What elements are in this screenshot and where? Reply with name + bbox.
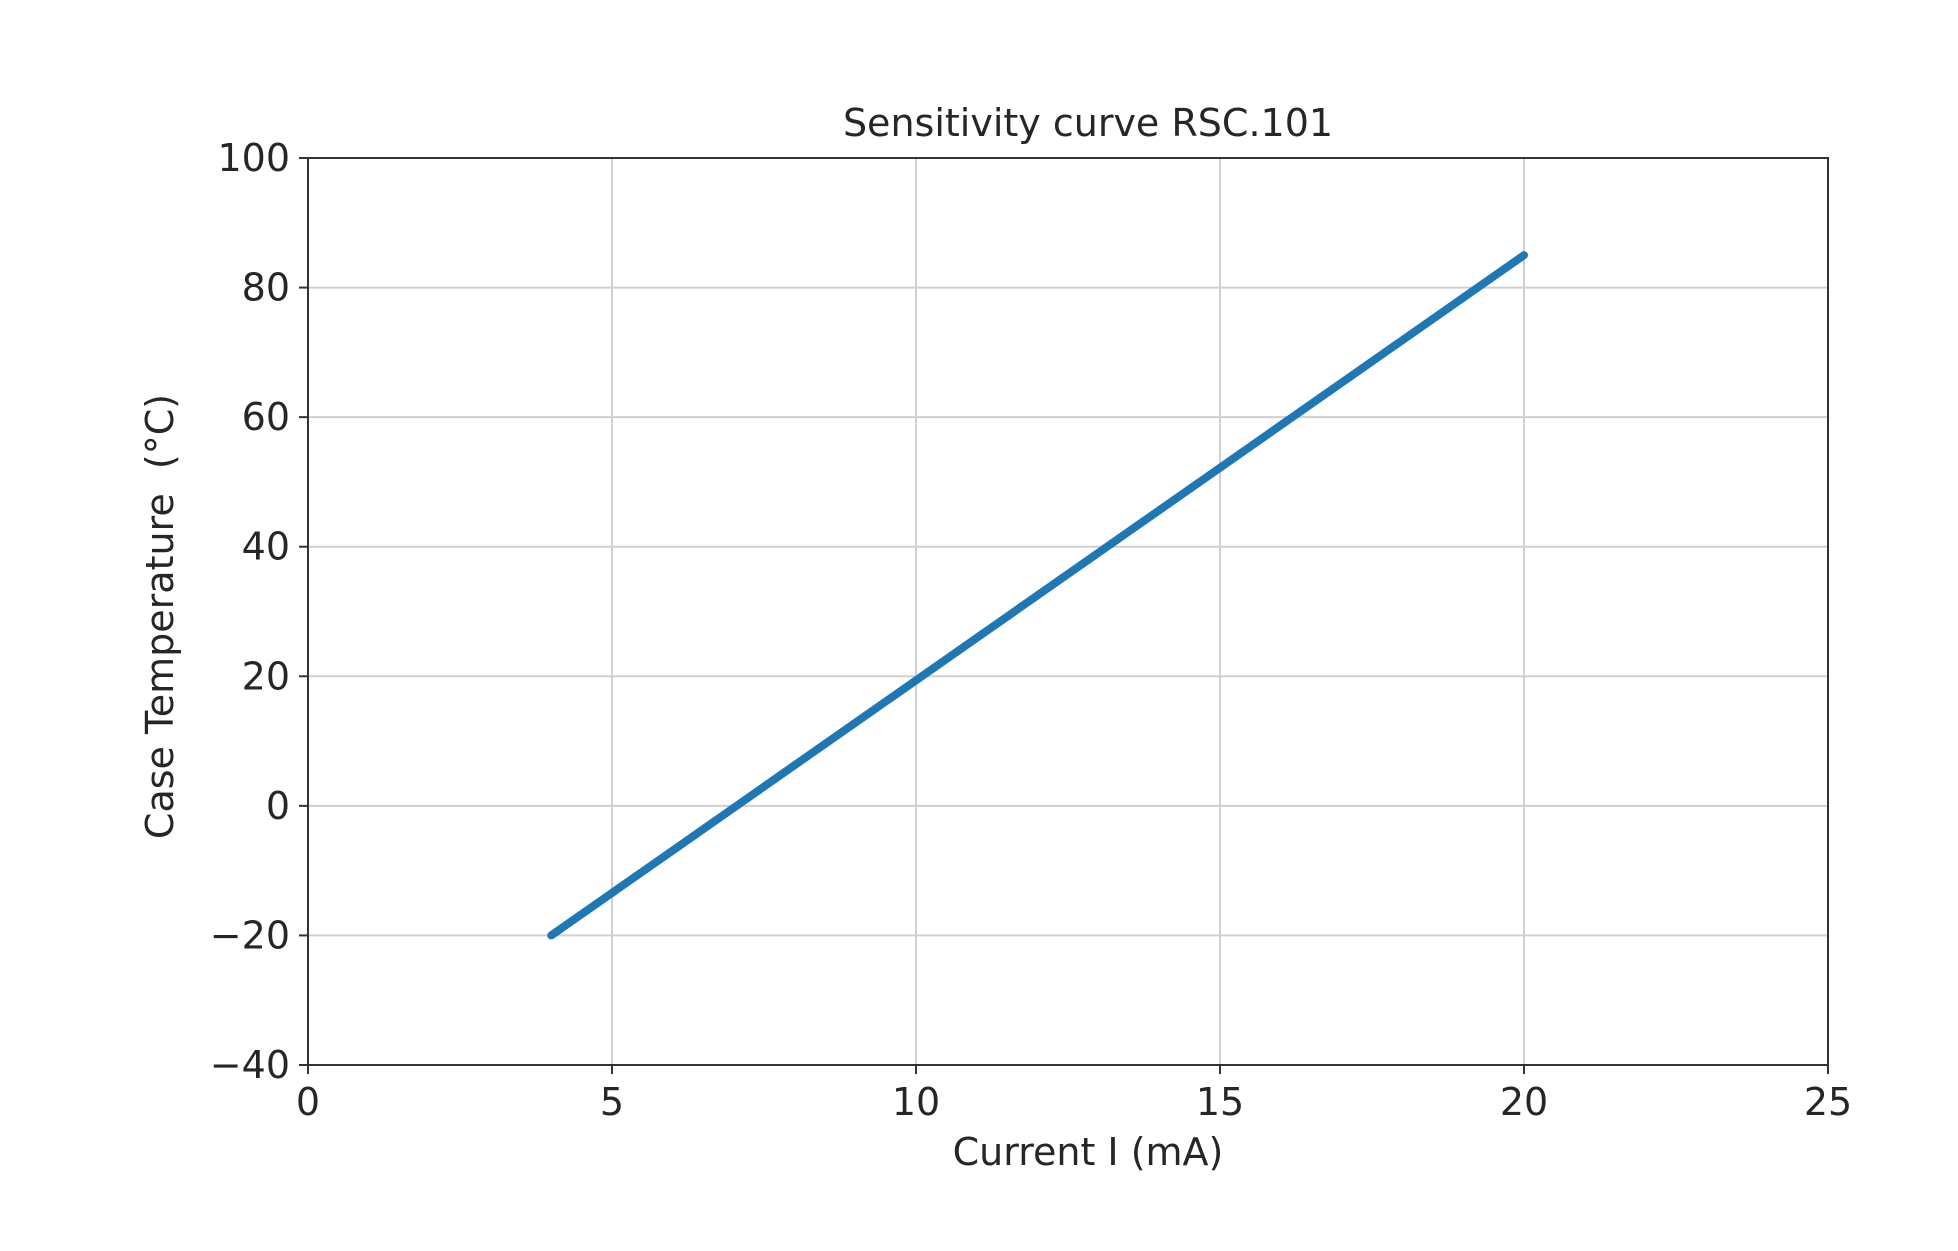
x-tick-label: 15 (1196, 1080, 1244, 1124)
grid (307, 157, 1829, 1066)
y-tick-label: 20 (242, 654, 290, 698)
y-tick-label: 0 (266, 784, 290, 828)
x-tick-label: 25 (1804, 1080, 1852, 1124)
plot-frame (307, 157, 1829, 1066)
series-line (547, 251, 1528, 940)
x-tick-label: 0 (296, 1080, 320, 1124)
x-tick-label: 10 (892, 1080, 940, 1124)
y-axis-label: Case Temperature (°C) (138, 394, 182, 839)
y-tick-label: 40 (242, 525, 290, 569)
ticks: 0 5 10 15 20 25 −40 −20 0 20 40 60 80 100 (210, 136, 1852, 1124)
y-tick-label: −40 (210, 1043, 290, 1087)
y-tick-label: 80 (242, 266, 290, 310)
series-layer (547, 251, 1528, 940)
chart-title: Sensitivity curve RSC.101 (843, 101, 1333, 145)
y-tick-label: 60 (242, 395, 290, 439)
x-tick-label: 20 (1500, 1080, 1548, 1124)
x-tick-label: 5 (600, 1080, 624, 1124)
y-tick-label: 100 (217, 136, 290, 180)
y-tick-label: −20 (210, 913, 290, 957)
x-axis-label: Current I (mA) (953, 1130, 1224, 1174)
